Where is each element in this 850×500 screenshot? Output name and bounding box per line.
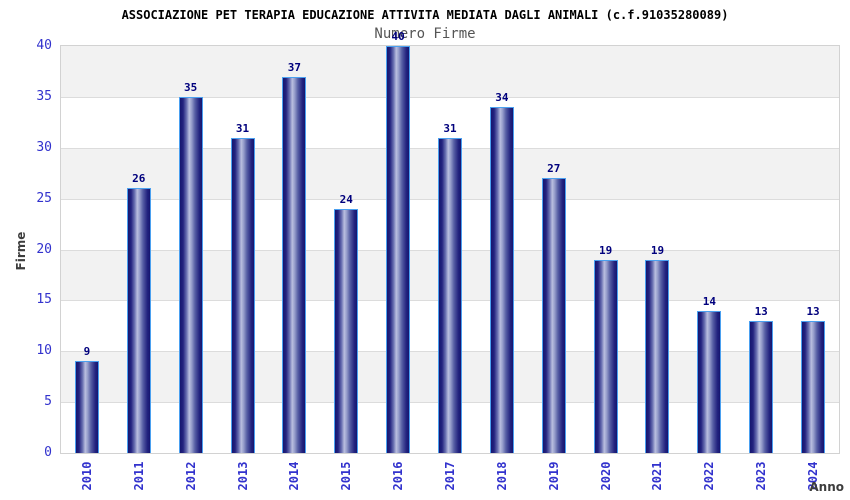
bar-2024 <box>801 321 826 453</box>
plot-area: 9 26 35 31 37 24 40 31 34 27 19 19 14 13 13 <box>60 31 840 454</box>
x-axis-title: Anno <box>809 480 844 494</box>
bar-value-label: 27 <box>547 162 561 175</box>
bar-value-label: 19 <box>598 244 613 257</box>
bar-2013 <box>230 138 255 453</box>
bar-2011 <box>126 188 151 453</box>
bar-value-label: 13 <box>754 305 768 318</box>
bar-value-label: 40 <box>391 30 405 43</box>
y-tick-label: 5 <box>44 394 52 410</box>
bar-value-label: 19 <box>650 244 665 257</box>
grid-band <box>61 46 839 97</box>
bar-value-label: 9 <box>83 345 91 358</box>
y-tick-label: 20 <box>36 241 52 257</box>
x-tick-label: 2022 <box>702 461 717 491</box>
x-tick-label: 2011 <box>131 461 146 491</box>
bar-value-label: 31 <box>235 122 250 135</box>
x-tick-label: 2020 <box>598 461 613 491</box>
bar-value-label: 14 <box>702 295 716 308</box>
bar-2023 <box>749 321 774 453</box>
bar-value-label: 34 <box>495 91 509 104</box>
chart-title: ASSOCIAZIONE PET TERAPIA EDUCAZIONE ATTI… <box>121 8 729 22</box>
chart-subtitle: Numero Firme <box>374 26 476 42</box>
y-tick-label: 10 <box>36 343 52 359</box>
x-tick-label: 2010 <box>79 461 94 491</box>
y-tick-label: 0 <box>44 445 52 460</box>
x-tick-label: 2018 <box>494 461 509 491</box>
x-tick-label: 2014 <box>287 461 302 491</box>
bar-value-label: 35 <box>184 81 198 94</box>
x-tick-label: 2015 <box>339 461 354 491</box>
x-tick-label: 2013 <box>235 461 250 491</box>
x-tick-label: 2017 <box>443 461 457 491</box>
x-tick-label: 2021 <box>650 461 665 491</box>
bar-value-label: 31 <box>443 122 457 135</box>
bar-value-label: 37 <box>287 61 302 74</box>
bar-2012 <box>178 97 203 453</box>
x-tick-label: 2023 <box>754 461 769 491</box>
bar-2014 <box>282 77 307 453</box>
y-tick-label: 40 <box>36 38 52 53</box>
bar-2017 <box>438 138 462 453</box>
x-tick-label: 2012 <box>183 461 198 491</box>
y-tick-label: 15 <box>36 292 52 308</box>
y-tick-label: 30 <box>36 139 52 155</box>
bar-2021 <box>645 260 670 453</box>
bar-2016 <box>386 46 411 453</box>
bar-2020 <box>593 260 618 453</box>
bar-2019 <box>541 178 566 453</box>
bar-2010 <box>74 361 99 453</box>
bar-2022 <box>697 311 722 453</box>
y-axis-title: Firme <box>14 231 28 271</box>
x-tick-label: 2016 <box>391 461 406 491</box>
bar-value-label: 26 <box>132 172 146 185</box>
bar-2018 <box>489 107 514 453</box>
bar-value-label: 13 <box>806 305 820 318</box>
y-tick-label: 25 <box>36 190 52 206</box>
bar-value-label: 24 <box>339 193 353 206</box>
bar-2015 <box>334 209 359 453</box>
x-tick-label: 2019 <box>546 461 561 491</box>
y-tick-label: 35 <box>36 88 52 104</box>
